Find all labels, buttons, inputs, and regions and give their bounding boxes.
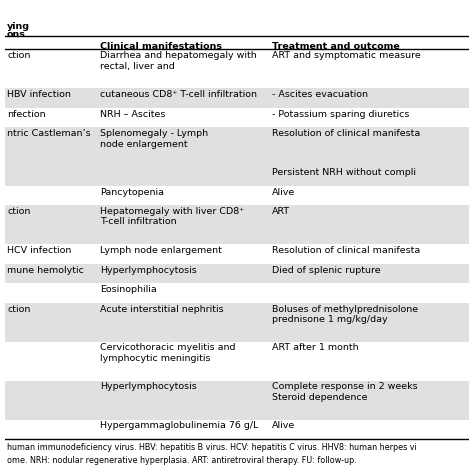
Bar xyxy=(5,205,469,244)
Text: Hepatomegaly with liver CD8⁺
T-cell infiltration: Hepatomegaly with liver CD8⁺ T-cell infi… xyxy=(100,207,244,227)
Text: ons: ons xyxy=(7,30,26,39)
Text: Eosinophilia: Eosinophilia xyxy=(100,285,157,294)
Text: ction: ction xyxy=(7,304,30,313)
Bar xyxy=(5,166,469,186)
Text: Lymph node enlargement: Lymph node enlargement xyxy=(100,246,222,255)
Text: Complete response in 2 weeks
Steroid dependence: Complete response in 2 weeks Steroid dep… xyxy=(272,383,418,402)
Text: Died of splenic rupture: Died of splenic rupture xyxy=(272,265,381,274)
Text: ntric Castleman’s: ntric Castleman’s xyxy=(7,129,91,138)
Text: Persistent NRH without compli: Persistent NRH without compli xyxy=(272,168,416,177)
Text: Diarrhea and hepatomegaly with
rectal, liver and: Diarrhea and hepatomegaly with rectal, l… xyxy=(100,51,257,71)
Text: ART: ART xyxy=(272,207,290,216)
Bar xyxy=(5,381,469,419)
Bar xyxy=(5,303,469,342)
Text: ying: ying xyxy=(7,22,30,31)
Text: Clinical manifestations: Clinical manifestations xyxy=(100,42,222,51)
Text: ction: ction xyxy=(7,51,30,60)
Text: HBV infection: HBV infection xyxy=(7,90,71,99)
Text: ART after 1 month: ART after 1 month xyxy=(272,344,358,353)
Text: human immunodeficiency virus. HBV: hepatitis B virus. HCV: hepatitis C virus. HH: human immunodeficiency virus. HBV: hepat… xyxy=(7,443,417,452)
Text: Hyperlymphocytosis: Hyperlymphocytosis xyxy=(100,383,197,392)
Text: ART and symptomatic measure: ART and symptomatic measure xyxy=(272,51,420,60)
Text: cutaneous CD8⁺ T-cell infiltration: cutaneous CD8⁺ T-cell infiltration xyxy=(100,90,257,99)
Text: ction: ction xyxy=(7,207,30,216)
Bar xyxy=(5,128,469,166)
Text: mune hemolytic: mune hemolytic xyxy=(7,265,84,274)
Text: - Potassium sparing diuretics: - Potassium sparing diuretics xyxy=(272,109,409,118)
Text: Acute interstitial nephritis: Acute interstitial nephritis xyxy=(100,304,224,313)
Text: Pancytopenia: Pancytopenia xyxy=(100,188,164,197)
Text: Boluses of methylprednisolone
prednisone 1 mg/kg/day: Boluses of methylprednisolone prednisone… xyxy=(272,304,418,324)
Text: Hypergammaglobulinemia 76 g/L: Hypergammaglobulinemia 76 g/L xyxy=(100,421,258,430)
Text: ome. NRH: nodular regenerative hyperplasia. ART: antiretroviral therapy. FU: fol: ome. NRH: nodular regenerative hyperplas… xyxy=(7,456,357,465)
Text: nfection: nfection xyxy=(7,109,46,118)
Text: NRH – Ascites: NRH – Ascites xyxy=(100,109,165,118)
Bar xyxy=(5,88,469,108)
Bar xyxy=(5,264,469,283)
Text: Resolution of clinical manifesta: Resolution of clinical manifesta xyxy=(272,246,420,255)
Text: Cervicothoracic myelitis and
lymphocytic meningitis: Cervicothoracic myelitis and lymphocytic… xyxy=(100,344,236,363)
Text: - Ascites evacuation: - Ascites evacuation xyxy=(272,90,368,99)
Text: Alive: Alive xyxy=(272,188,295,197)
Text: 05.t001: 05.t001 xyxy=(7,469,38,474)
Text: Resolution of clinical manifesta: Resolution of clinical manifesta xyxy=(272,129,420,138)
Text: Treatment and outcome: Treatment and outcome xyxy=(272,42,400,51)
Text: HCV infection: HCV infection xyxy=(7,246,72,255)
Text: Hyperlymphocytosis: Hyperlymphocytosis xyxy=(100,265,197,274)
Text: Splenomegaly - Lymph
node enlargement: Splenomegaly - Lymph node enlargement xyxy=(100,129,208,148)
Text: Alive: Alive xyxy=(272,421,295,430)
